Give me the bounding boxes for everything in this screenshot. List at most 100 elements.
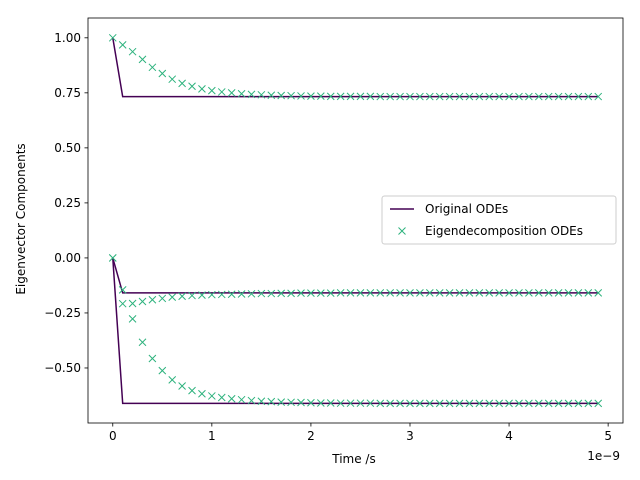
x-tick-label: 0: [109, 429, 117, 443]
data-point: [237, 290, 246, 298]
data-point: [584, 92, 593, 101]
x-tick-label: 3: [406, 429, 414, 443]
data-point: [406, 92, 414, 101]
data-point: [534, 92, 543, 101]
data-point: [247, 289, 256, 298]
data-point: [465, 399, 474, 408]
data-point: [366, 92, 375, 101]
data-point: [316, 92, 325, 100]
data-point: [356, 92, 365, 101]
legend: Original ODEs Eigendecomposition ODEs: [381, 195, 617, 245]
data-point: [564, 92, 573, 101]
data-point: [326, 92, 335, 101]
data-point: [108, 254, 117, 262]
data-point: [237, 89, 246, 98]
data-point: [267, 91, 276, 100]
data-point: [554, 399, 563, 408]
data-point: [594, 399, 603, 408]
data-point: [128, 299, 137, 308]
data-point: [277, 289, 286, 298]
x-offset-label: 1e−9: [587, 449, 620, 463]
data-point: [376, 289, 385, 297]
x-tick-label: 1: [208, 429, 216, 443]
data-point: [326, 289, 335, 297]
data-point: [554, 289, 563, 297]
data-point: [237, 395, 246, 404]
data-point: [505, 92, 513, 101]
data-point: [574, 92, 583, 101]
data-point: [475, 289, 484, 297]
series-markers-3: [108, 33, 603, 101]
data-point: [267, 397, 276, 406]
legend-swatch-marker: [398, 227, 406, 235]
y-tick-label: 0.50: [54, 141, 81, 155]
y-tick-label: 0.00: [54, 251, 81, 265]
data-point: [128, 315, 137, 323]
data-point: [227, 88, 236, 97]
data-point: [118, 40, 127, 49]
data-point: [416, 92, 424, 101]
data-point: [525, 92, 533, 101]
data-point: [158, 294, 167, 303]
data-point: [227, 394, 236, 403]
y-tick-label: −0.25: [44, 306, 81, 320]
data-point: [267, 289, 276, 298]
data-point: [287, 91, 295, 100]
data-point: [574, 399, 583, 408]
data-point: [544, 92, 553, 101]
data-point: [455, 399, 464, 408]
data-point: [168, 75, 177, 84]
data-point: [495, 289, 504, 297]
data-point: [148, 295, 157, 304]
data-point: [425, 399, 434, 408]
data-point: [485, 92, 494, 101]
plot-area: [108, 33, 603, 408]
data-point: [188, 82, 196, 91]
series-markers-4: [108, 254, 603, 308]
y-tick-label: 0.25: [54, 196, 81, 210]
data-point: [455, 92, 464, 101]
data-point: [217, 393, 226, 402]
data-point: [277, 398, 286, 406]
data-point: [475, 399, 484, 408]
data-point: [138, 297, 147, 306]
axes: 0 1 2 3 4 5 1.00 0.75 0.50 0.25 0.00 −0.25 −0.50: [44, 17, 624, 443]
legend-label: Eigendecomposition ODEs: [425, 224, 583, 238]
data-point: [307, 289, 315, 297]
data-point: [198, 85, 206, 93]
data-point: [148, 63, 157, 72]
x-tick-label: 2: [307, 429, 315, 443]
data-point: [445, 289, 454, 297]
data-point: [594, 289, 603, 297]
x-axis-label: Time /s: [331, 452, 375, 466]
data-point: [316, 399, 325, 407]
data-point: [128, 47, 137, 56]
data-point: [386, 399, 395, 408]
data-point: [316, 289, 325, 297]
data-point: [297, 289, 305, 297]
data-point: [416, 289, 424, 297]
data-point: [544, 399, 553, 408]
data-point: [425, 289, 434, 297]
data-point: [515, 92, 523, 101]
data-point: [307, 92, 315, 100]
y-tick-label: 1.00: [54, 31, 81, 45]
data-point: [307, 398, 315, 407]
data-point: [336, 289, 345, 297]
data-point: [336, 92, 345, 101]
data-point: [406, 399, 414, 408]
data-point: [217, 290, 226, 299]
data-point: [168, 293, 177, 301]
data-point: [475, 92, 484, 101]
x-tick-label: 4: [505, 429, 513, 443]
data-point: [366, 399, 375, 408]
data-point: [594, 92, 603, 101]
data-point: [108, 33, 117, 42]
data-point: [386, 289, 395, 297]
data-point: [386, 92, 395, 101]
data-point: [297, 92, 305, 100]
data-point: [257, 289, 266, 298]
data-point: [534, 399, 543, 408]
data-point: [396, 399, 404, 408]
